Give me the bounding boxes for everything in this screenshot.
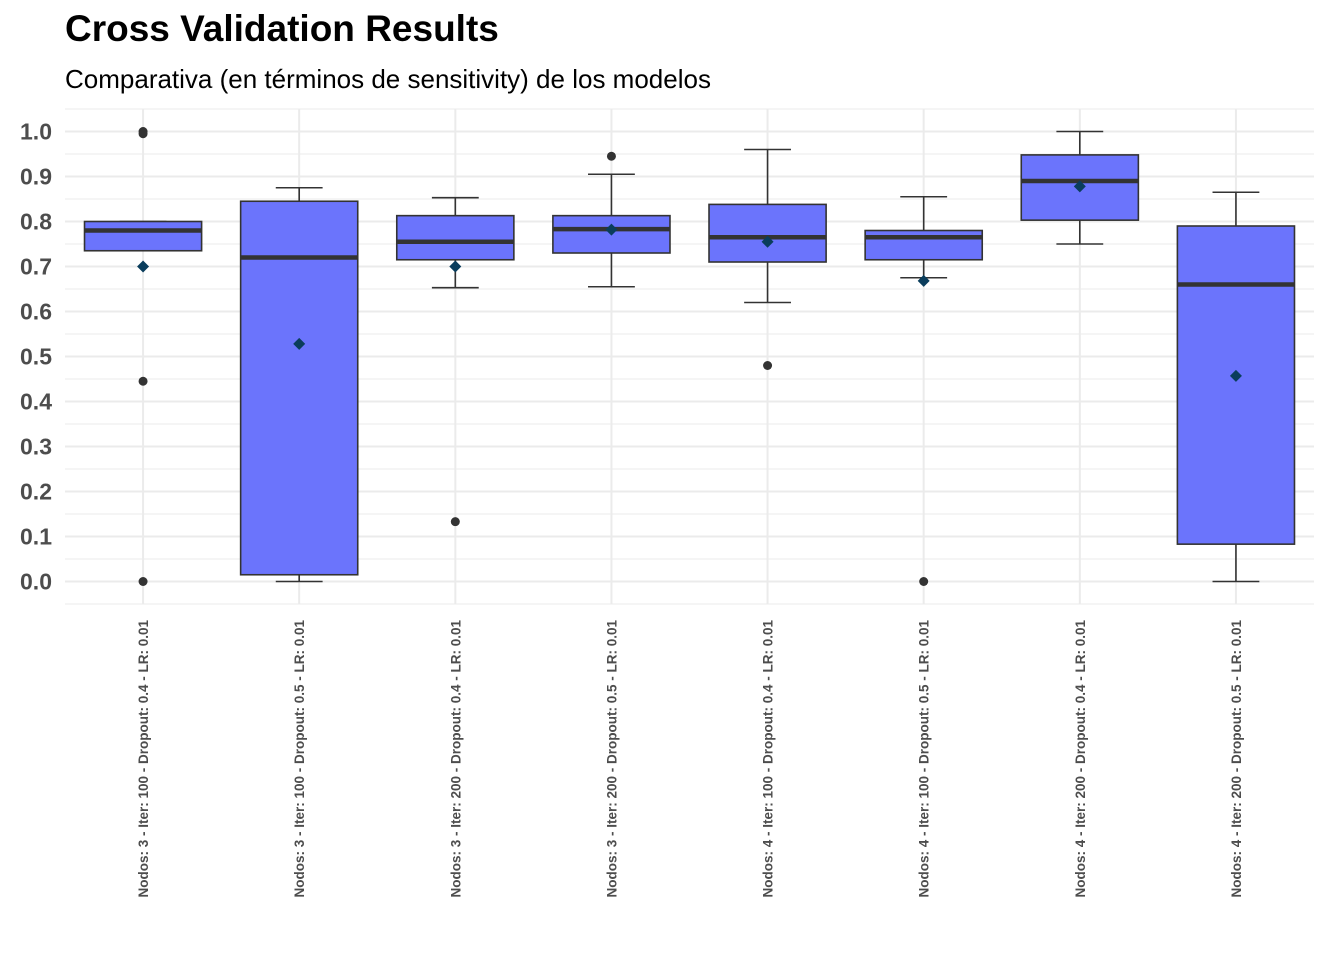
mean-marker <box>1073 180 1086 193</box>
outlier-point <box>606 151 616 161</box>
x-tick-label: Nodos: 3 - Iter: 100 - Dropout: 0.5 - LR… <box>292 620 307 898</box>
mean-marker <box>605 223 618 236</box>
box-group <box>1020 130 1140 245</box>
box <box>395 214 515 261</box>
chart-title: Cross Validation Results <box>65 8 499 49</box>
box-group <box>83 127 203 586</box>
y-tick-label: 0.6 <box>20 299 52 325</box>
box-group <box>864 195 984 586</box>
outlier-point <box>763 361 773 370</box>
box-group <box>239 186 359 583</box>
y-tick-label: 0.4 <box>20 389 52 415</box>
y-tick-label: 0.1 <box>20 524 52 550</box>
outlier-point <box>138 577 148 586</box>
x-tick-label: Nodos: 4 - Iter: 100 - Dropout: 0.5 - LR… <box>917 620 932 898</box>
mean-marker <box>449 260 462 273</box>
x-tick-label: Nodos: 3 - Iter: 200 - Dropout: 0.4 - LR… <box>448 620 463 898</box>
mean-marker <box>1229 369 1242 382</box>
mean-marker <box>137 260 150 273</box>
outlier-point <box>138 129 148 139</box>
y-tick-label: 0.0 <box>20 569 52 595</box>
box-group <box>708 148 827 370</box>
mean-marker <box>761 235 774 248</box>
box <box>864 229 984 261</box>
x-tick-label: Nodos: 3 - Iter: 200 - Dropout: 0.5 - LR… <box>604 620 619 898</box>
y-tick-label: 0.7 <box>20 254 52 280</box>
mean-marker <box>293 337 306 350</box>
box <box>239 200 359 576</box>
y-tick-label: 0.9 <box>20 164 52 190</box>
x-tick-label: Nodos: 4 - Iter: 200 - Dropout: 0.5 - LR… <box>1229 620 1244 898</box>
y-tick-label: 1.0 <box>20 119 52 145</box>
mean-marker <box>917 274 930 287</box>
outlier-point <box>919 577 929 586</box>
y-tick-label: 0.8 <box>20 209 52 235</box>
y-tick-label: 0.3 <box>20 434 52 460</box>
box-group <box>395 196 515 527</box>
box <box>83 220 203 252</box>
y-tick-label: 0.5 <box>20 344 52 370</box>
x-tick-label: Nodos: 3 - Iter: 100 - Dropout: 0.4 - LR… <box>136 620 151 898</box>
chart-subtitle: Comparativa (en términos de sensitivity)… <box>65 64 711 94</box>
y-tick-label: 0.2 <box>20 479 52 505</box>
x-tick-label: Nodos: 4 - Iter: 100 - Dropout: 0.4 - LR… <box>761 620 776 898</box>
box <box>1176 225 1296 545</box>
outlier-point <box>450 517 460 527</box>
box-group <box>552 151 671 288</box>
outlier-point <box>138 376 148 386</box>
box <box>708 203 827 263</box>
box-group <box>1176 191 1296 583</box>
x-tick-label: Nodos: 4 - Iter: 200 - Dropout: 0.4 - LR… <box>1073 620 1088 898</box>
